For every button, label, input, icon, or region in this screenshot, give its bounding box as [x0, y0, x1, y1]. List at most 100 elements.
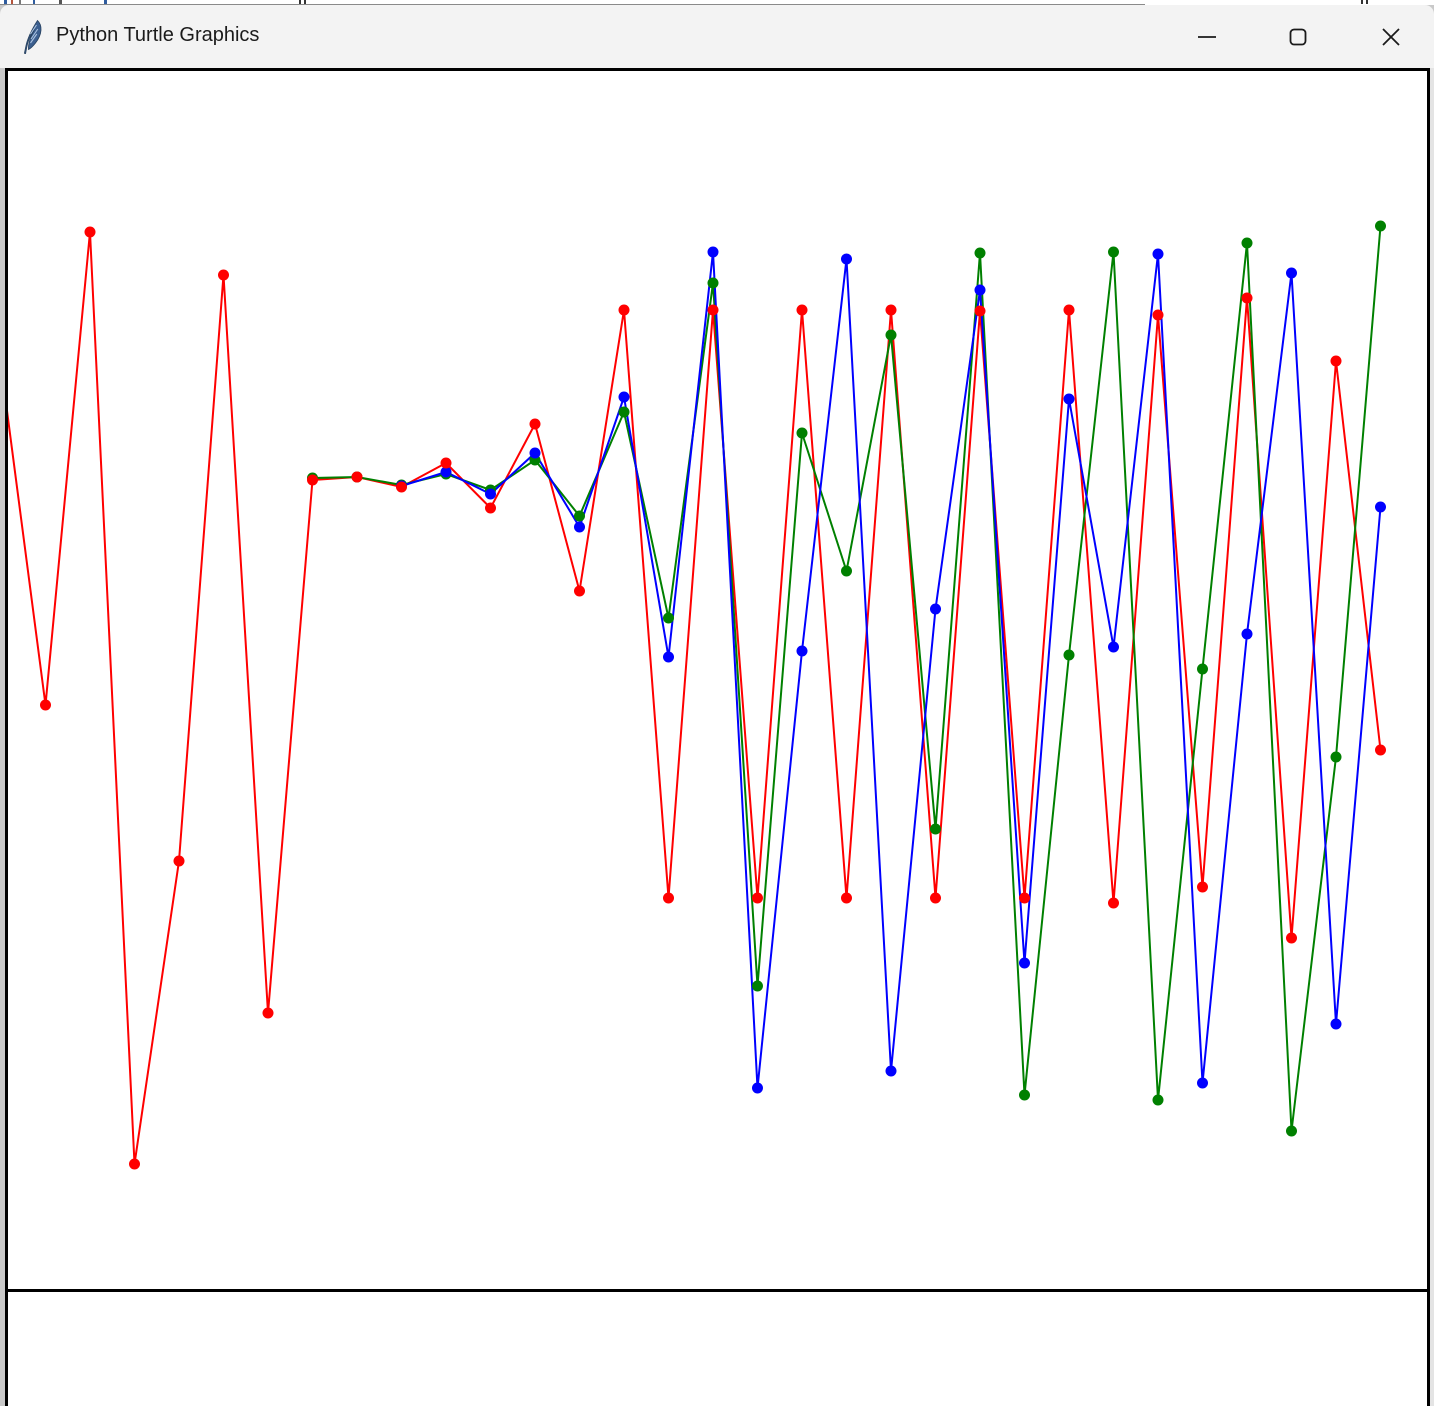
series-green-marker: [618, 406, 630, 418]
background-window-speck: [299, 0, 301, 4]
series-green-marker: [1019, 1089, 1030, 1101]
minimize-button[interactable]: [1176, 13, 1238, 61]
series-blue-marker: [1152, 248, 1164, 260]
turtle-drawing: [8, 220, 1427, 1292]
series-red-marker: [1286, 932, 1297, 944]
background-window-speck: [304, 0, 306, 4]
series-red-marker: [84, 226, 96, 238]
series-red-marker: [841, 892, 852, 904]
series-green-marker: [752, 980, 763, 992]
series-blue-marker: [1241, 628, 1253, 640]
series-red-marker: [752, 892, 763, 904]
minimize-icon: [1198, 36, 1216, 38]
series-red-marker: [1108, 897, 1119, 909]
series-green-marker: [574, 510, 585, 522]
series-blue-marker: [529, 447, 541, 459]
maximize-icon: [1289, 28, 1307, 46]
series-red-marker: [707, 304, 719, 316]
background-window-speck: [19, 0, 21, 4]
series-red-marker: [218, 269, 229, 281]
series-blue-marker: [796, 645, 808, 657]
maximize-button[interactable]: [1267, 13, 1329, 61]
series-green-marker: [1330, 751, 1342, 763]
titlebar[interactable]: Python Turtle Graphics: [0, 5, 1434, 68]
series-red-marker: [974, 305, 986, 317]
background-window-speck: [1361, 0, 1363, 4]
series-blue-marker: [930, 603, 941, 615]
series-red-marker: [173, 855, 185, 867]
series-red-marker: [485, 502, 496, 514]
window-edge: [1430, 68, 1434, 1406]
series-blue-marker: [1330, 1018, 1342, 1030]
series-red-marker: [1152, 309, 1164, 321]
background-window-speck: [11, 0, 13, 4]
series-red-marker: [529, 418, 541, 430]
close-icon: [1382, 28, 1400, 46]
series-green-line: [312, 225, 1382, 1132]
series-red-marker: [351, 471, 363, 483]
series-red-marker: [1063, 304, 1075, 316]
series-red-marker: [796, 304, 808, 316]
series-blue-marker: [1019, 957, 1030, 969]
series-green-marker: [930, 823, 941, 835]
series-green-marker: [885, 329, 897, 341]
series-blue-marker: [663, 651, 674, 663]
turtle-canvas: [8, 71, 1427, 1406]
background-window-speck: [104, 0, 107, 4]
series-red-marker: [663, 892, 674, 904]
series-blue-marker: [841, 253, 852, 265]
series-red-marker: [1375, 744, 1386, 756]
series-green-marker: [1241, 237, 1253, 249]
background-window-speck: [59, 0, 62, 4]
series-blue-marker: [1197, 1077, 1208, 1089]
series-red-marker: [129, 1158, 140, 1170]
python-feather-icon: [23, 19, 42, 54]
canvas-frame: [5, 68, 1430, 1406]
series-red-marker: [262, 1007, 274, 1019]
series-red-marker: [440, 457, 452, 469]
series-green-marker: [663, 612, 674, 624]
series-green-marker: [796, 427, 808, 439]
background-window-speck: [1366, 0, 1368, 4]
series-blue-marker: [885, 1065, 897, 1077]
series-red-marker: [1330, 355, 1342, 367]
series-blue-marker: [974, 284, 986, 296]
series-red-marker: [618, 304, 630, 316]
series-green-marker: [974, 247, 986, 259]
series-green-marker: [1197, 663, 1208, 675]
series-blue-marker: [440, 466, 452, 478]
series-blue-marker: [618, 391, 630, 403]
series-green-marker: [1286, 1125, 1297, 1137]
close-button[interactable]: [1360, 13, 1422, 61]
series-red-marker: [574, 585, 585, 597]
series-green-marker: [1152, 1094, 1164, 1106]
series-blue-marker: [1375, 501, 1386, 513]
series-red-marker: [1019, 892, 1030, 904]
background-window-edge-line: [0, 4, 1145, 5]
series-red-line: [8, 231, 1382, 1165]
series-red-marker: [396, 481, 407, 493]
series-green-marker: [841, 565, 852, 577]
series-red-marker: [307, 474, 318, 486]
series-green-marker: [1375, 220, 1386, 232]
series-red-marker: [930, 892, 941, 904]
series-red-marker: [1241, 292, 1253, 304]
series-green-marker: [707, 277, 719, 289]
background-window-speck: [4, 0, 7, 4]
series-blue-marker: [707, 246, 719, 258]
series-blue-marker: [1286, 267, 1297, 279]
background-window-speck: [33, 0, 35, 4]
series-blue-marker: [574, 521, 585, 533]
background-window-fragment: [0, 0, 1434, 5]
series-blue-marker: [1108, 641, 1119, 653]
series-red-marker: [885, 304, 897, 316]
series-blue-marker: [752, 1082, 763, 1094]
series-blue-marker: [485, 488, 496, 500]
series-blue-marker: [1063, 393, 1075, 405]
window-title: Python Turtle Graphics: [56, 24, 260, 46]
series-red-marker: [40, 699, 51, 711]
series-green-marker: [1108, 246, 1119, 258]
series-red-marker: [1197, 881, 1208, 893]
series-green-marker: [1063, 649, 1075, 661]
